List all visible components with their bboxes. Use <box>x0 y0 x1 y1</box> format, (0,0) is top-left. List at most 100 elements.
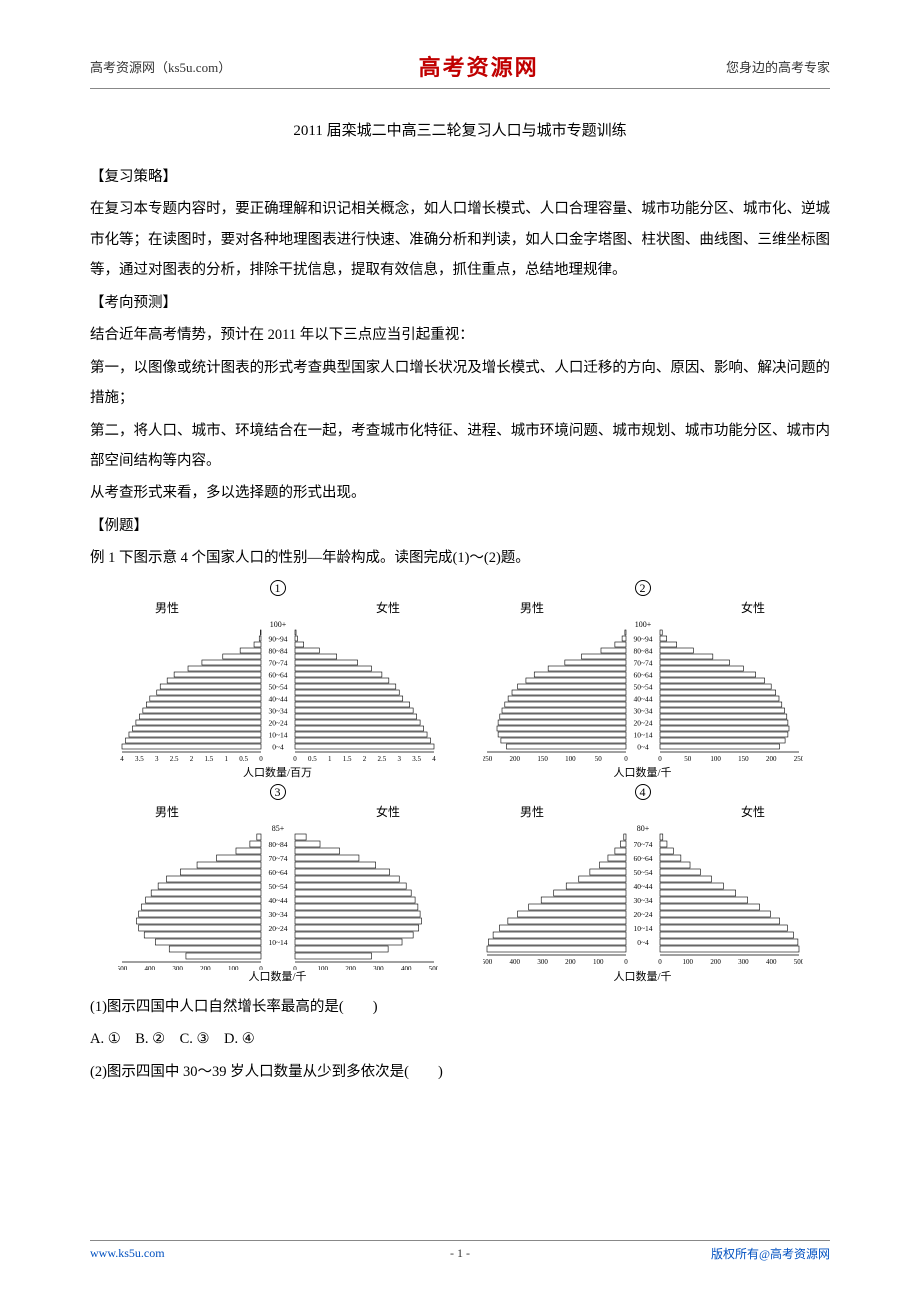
svg-text:0~4: 0~4 <box>637 742 649 751</box>
footer-pagenum: - 1 - <box>450 1246 470 1261</box>
svg-text:100: 100 <box>710 755 721 763</box>
svg-text:40~44: 40~44 <box>268 896 287 905</box>
question-1-options: A. ① B. ② C. ③ D. ④ <box>90 1024 830 1054</box>
pyramid-number: 1 <box>105 580 450 597</box>
svg-text:0: 0 <box>293 755 297 763</box>
section1-para1: 在复习本专题内容时，要正确理解和识记相关概念，如人口增长模式、人口合理容量、城市… <box>90 194 830 285</box>
female-label: 女性 <box>741 599 765 616</box>
pyramid-4: 4 男性 女性 80+70~7460~6450~5440~4430~3420~2… <box>470 784 815 984</box>
svg-text:40~44: 40~44 <box>633 694 652 703</box>
pyramid-number: 2 <box>470 580 815 597</box>
svg-text:20~24: 20~24 <box>268 718 287 727</box>
svg-text:400: 400 <box>400 965 411 970</box>
page-header: 高考资源网（ks5u.com） 高考资源网 您身边的高考专家 <box>90 50 830 89</box>
svg-text:100: 100 <box>227 965 238 970</box>
pyramid-gender-labels: 男性 女性 <box>105 599 450 616</box>
svg-text:0.5: 0.5 <box>308 755 317 763</box>
svg-text:60~64: 60~64 <box>268 670 287 679</box>
svg-text:3.5: 3.5 <box>412 755 421 763</box>
svg-text:80~84: 80~84 <box>268 840 287 849</box>
svg-text:50~54: 50~54 <box>268 682 287 691</box>
pyramid-xlabel: 人口数量/千 <box>105 968 450 984</box>
svg-text:200: 200 <box>710 958 721 966</box>
pyramid-xlabel: 人口数量/百万 <box>105 764 450 780</box>
section3-para1: 例 1 下图示意 4 个国家人口的性别—年龄构成。读图完成(1)～(2)题。 <box>90 543 830 573</box>
svg-text:90~94: 90~94 <box>268 634 287 643</box>
pyramid-chart-4: 80+70~7460~6450~5440~4430~3420~2410~140~… <box>483 820 803 970</box>
svg-text:10~14: 10~14 <box>268 730 287 739</box>
male-label: 男性 <box>155 803 179 820</box>
svg-text:500: 500 <box>793 958 802 966</box>
svg-text:20~24: 20~24 <box>633 718 652 727</box>
svg-text:400: 400 <box>765 958 776 966</box>
svg-text:400: 400 <box>144 965 155 970</box>
svg-text:0: 0 <box>624 755 628 763</box>
pyramid-xlabel: 人口数量/千 <box>470 968 815 984</box>
footer-copyright: 版权所有@高考资源网 <box>711 1245 830 1262</box>
pyramid-number: 3 <box>105 784 450 801</box>
pyramid-gender-labels: 男性 女性 <box>470 599 815 616</box>
svg-text:200: 200 <box>765 755 776 763</box>
svg-text:30~34: 30~34 <box>268 910 287 919</box>
svg-text:3: 3 <box>397 755 401 763</box>
pyramid-gender-labels: 男性 女性 <box>470 803 815 820</box>
svg-text:70~74: 70~74 <box>268 658 287 667</box>
svg-text:100+: 100+ <box>634 620 651 629</box>
svg-text:500: 500 <box>483 958 493 966</box>
svg-text:10~14: 10~14 <box>633 730 652 739</box>
pyramid-grid: 1 男性 女性 100+90~9480~8470~7460~6450~5440~… <box>90 580 830 984</box>
svg-text:500: 500 <box>118 965 128 970</box>
svg-text:0: 0 <box>658 755 662 763</box>
svg-text:4: 4 <box>120 755 124 763</box>
svg-text:0~4: 0~4 <box>272 742 284 751</box>
svg-text:400: 400 <box>509 958 520 966</box>
svg-text:90~94: 90~94 <box>633 634 652 643</box>
pyramid-gender-labels: 男性 女性 <box>105 803 450 820</box>
pyramid-number: 4 <box>470 784 815 801</box>
svg-text:70~74: 70~74 <box>268 854 287 863</box>
svg-text:1.5: 1.5 <box>342 755 351 763</box>
pyramid-1: 1 男性 女性 100+90~9480~8470~7460~6450~5440~… <box>105 580 450 780</box>
svg-text:70~74: 70~74 <box>633 840 652 849</box>
svg-text:150: 150 <box>537 755 548 763</box>
svg-text:200: 200 <box>565 958 576 966</box>
question-2: (2)图示四国中 30～39 岁人口数量从少到多依次是( ) <box>90 1057 830 1087</box>
svg-text:80+: 80+ <box>636 824 649 833</box>
svg-text:50~54: 50~54 <box>268 882 287 891</box>
svg-text:60~64: 60~64 <box>268 868 287 877</box>
svg-text:1: 1 <box>328 755 332 763</box>
section2-para3: 第二，将人口、城市、环境结合在一起，考查城市化特征、进程、城市环境问题、城市规划… <box>90 416 830 477</box>
svg-text:10~14: 10~14 <box>268 938 287 947</box>
svg-text:50: 50 <box>594 755 602 763</box>
svg-text:85+: 85+ <box>271 824 284 833</box>
svg-text:2.5: 2.5 <box>169 755 178 763</box>
pyramid-2: 2 男性 女性 100+90~9480~8470~7460~6450~5440~… <box>470 580 815 780</box>
svg-text:10~14: 10~14 <box>633 924 652 933</box>
header-logo-text: 高考资源网 <box>419 50 539 82</box>
svg-text:250: 250 <box>483 755 493 763</box>
section3-head: 【例题】 <box>90 511 830 541</box>
svg-text:100: 100 <box>592 958 603 966</box>
svg-text:100+: 100+ <box>269 620 286 629</box>
svg-text:50: 50 <box>684 755 692 763</box>
svg-text:0: 0 <box>624 958 628 966</box>
svg-text:100: 100 <box>565 755 576 763</box>
page-footer: www.ks5u.com - 1 - 版权所有@高考资源网 <box>90 1240 830 1262</box>
pyramid-chart-1: 100+90~9480~8470~7460~6450~5440~4430~342… <box>118 616 438 766</box>
male-label: 男性 <box>155 599 179 616</box>
svg-text:2.5: 2.5 <box>377 755 386 763</box>
svg-text:300: 300 <box>373 965 384 970</box>
svg-text:80~84: 80~84 <box>633 646 652 655</box>
svg-text:200: 200 <box>509 755 520 763</box>
svg-text:0: 0 <box>259 755 263 763</box>
section2-para2: 第一，以图像或统计图表的形式考查典型国家人口增长状况及增长模式、人口迁移的方向、… <box>90 353 830 414</box>
svg-text:200: 200 <box>345 965 356 970</box>
svg-text:1: 1 <box>224 755 228 763</box>
section2-para1: 结合近年高考情势，预计在 2011 年以下三点应当引起重视： <box>90 320 830 350</box>
svg-text:150: 150 <box>738 755 749 763</box>
section1-head: 【复习策略】 <box>90 162 830 192</box>
svg-text:40~44: 40~44 <box>268 694 287 703</box>
doc-title: 2011 届栾城二中高三二轮复习人口与城市专题训练 <box>90 119 830 140</box>
footer-url: www.ks5u.com <box>90 1246 165 1261</box>
svg-text:30~34: 30~34 <box>633 896 652 905</box>
